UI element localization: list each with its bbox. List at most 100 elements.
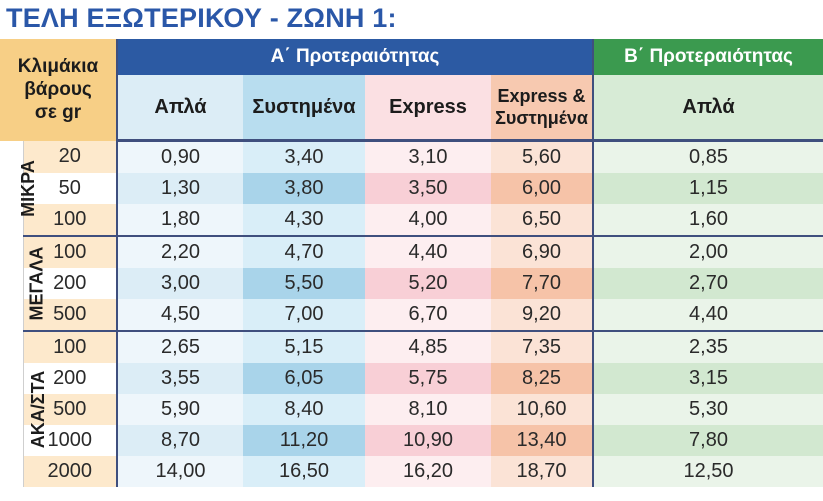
- weight-header-line1: Κλιμάκια: [17, 56, 99, 78]
- a-express-cell: 3,50: [365, 173, 491, 204]
- col-header-registered: Συστημένα: [243, 75, 365, 142]
- category-label: ΑΚΑ/ΣΤΑ: [28, 370, 49, 448]
- table-header: Κλιμάκια βάρους σε gr Α΄ Προτεραιότητας …: [0, 39, 823, 142]
- weight-header-line2: βάρους: [24, 79, 92, 101]
- a-express-cell: 3,10: [365, 140, 491, 173]
- a-express-registered-cell: 8,25: [491, 363, 595, 394]
- a-registered-cell: 4,70: [243, 236, 365, 268]
- b-plain-cell: 12,50: [593, 456, 823, 487]
- category-label: ΜΕΓΑΛΑ: [26, 246, 47, 321]
- a-registered-cell: 3,40: [243, 140, 365, 173]
- a-plain-cell: 2,65: [117, 331, 243, 363]
- a-express-cell: 10,90: [365, 425, 491, 456]
- table-row: 200 3,55 6,05 5,75 8,25 3,15: [0, 363, 823, 394]
- col-header-express-registered-line1: Express &: [497, 86, 586, 106]
- a-express-cell: 4,00: [365, 204, 491, 237]
- col-header-b-plain: Απλά: [593, 75, 823, 142]
- b-plain-cell: 1,60: [593, 204, 823, 237]
- weight-cell: 2000: [23, 456, 118, 487]
- weight-cell: 500: [23, 299, 118, 332]
- table-row: ΑΚΑ/ΣΤΑ 100 2,65 5,15 4,85 7,35 2,35: [0, 331, 823, 487]
- group-b-header: Β΄ Προτεραιότητας: [593, 39, 823, 75]
- tariff-table: Κλιμάκια βάρους σε gr Α΄ Προτεραιότητας …: [0, 39, 823, 487]
- table-row: 500 4,50 7,00 6,70 9,20 4,40: [0, 299, 823, 332]
- a-plain-cell: 5,90: [117, 394, 243, 425]
- a-express-registered-cell: 10,60: [491, 394, 595, 425]
- a-plain-cell: 14,00: [117, 456, 243, 487]
- weight-cell: 100: [23, 331, 118, 363]
- a-express-cell: 4,40: [365, 236, 491, 268]
- weight-cell: 100: [23, 236, 118, 268]
- a-plain-cell: 8,70: [117, 425, 243, 456]
- a-plain-cell: 3,55: [117, 363, 243, 394]
- b-plain-cell: 7,80: [593, 425, 823, 456]
- a-registered-cell: 7,00: [243, 299, 365, 332]
- a-express-cell: 5,75: [365, 363, 491, 394]
- a-express-registered-cell: 13,40: [491, 425, 595, 456]
- a-registered-cell: 5,50: [243, 268, 365, 299]
- table-row: 500 5,90 8,40 8,10 10,60 5,30: [0, 394, 823, 425]
- a-express-registered-cell: 6,50: [491, 204, 595, 237]
- a-registered-cell: 6,05: [243, 363, 365, 394]
- a-express-cell: 4,85: [365, 331, 491, 363]
- a-plain-cell: 1,80: [117, 204, 243, 237]
- category-label-cell: ΑΚΑ/ΣΤΑ: [0, 331, 48, 487]
- table-body: ΜΙΚΡΑ 20 0,90 3,40 3,10 5,60 0,85 50 1,30 3,80 3,5…: [0, 140, 823, 487]
- col-header-express-registered-line2: Συστημένα: [495, 108, 588, 128]
- a-express-registered-cell: 7,35: [491, 331, 595, 363]
- a-express-registered-cell: 18,70: [491, 456, 595, 487]
- col-header-express-registered: Express & Συστημένα: [491, 75, 595, 142]
- table-row: 1000 8,70 11,20 10,90 13,40 7,80: [0, 425, 823, 456]
- col-header-plain: Απλά: [117, 75, 243, 142]
- a-registered-cell: 5,15: [243, 331, 365, 363]
- b-plain-cell: 5,30: [593, 394, 823, 425]
- a-plain-cell: 2,20: [117, 236, 243, 268]
- category-label-cell: ΜΕΓΑΛΑ: [0, 236, 46, 331]
- weight-cell: 20: [23, 140, 118, 173]
- weight-cell: 500: [23, 394, 118, 425]
- table-row: 50 1,30 3,80 3,50 6,00 1,15: [0, 173, 823, 204]
- table-row: 100 1,80 4,30 4,00 6,50 1,60: [0, 204, 823, 237]
- category-label: ΜΙΚΡΑ: [17, 159, 38, 217]
- a-registered-cell: 8,40: [243, 394, 365, 425]
- b-plain-cell: 3,15: [593, 363, 823, 394]
- a-express-registered-cell: 6,90: [491, 236, 595, 268]
- header-row-groups: Κλιμάκια βάρους σε gr Α΄ Προτεραιότητας …: [0, 39, 823, 141]
- b-plain-cell: 1,15: [593, 173, 823, 204]
- a-plain-cell: 1,30: [117, 173, 243, 204]
- b-plain-cell: 2,70: [593, 268, 823, 299]
- a-express-registered-cell: 7,70: [491, 268, 595, 299]
- table-row: ΜΙΚΡΑ 20 0,90 3,40 3,10 5,60 0,85: [0, 140, 823, 236]
- weight-cell: 50: [23, 173, 118, 204]
- b-plain-cell: 0,85: [593, 140, 823, 173]
- a-plain-cell: 4,50: [117, 299, 243, 332]
- col-header-express: Express: [365, 75, 491, 142]
- weight-cell: 1000: [23, 425, 118, 456]
- table-row: ΜΕΓΑΛΑ 100 2,20 4,70 4,40 6,90 2,00: [0, 236, 823, 331]
- a-registered-cell: 11,20: [243, 425, 365, 456]
- weight-header: Κλιμάκια βάρους σε gr: [0, 39, 118, 141]
- table-row: 2000 14,00 16,50 16,20 18,70 12,50: [0, 456, 823, 487]
- a-express-cell: 8,10: [365, 394, 491, 425]
- a-express-cell: 5,20: [365, 268, 491, 299]
- a-express-registered-cell: 6,00: [491, 173, 595, 204]
- weight-cell: 200: [23, 268, 118, 299]
- a-plain-cell: 0,90: [117, 140, 243, 173]
- group-a-header: Α΄ Προτεραιότητας: [117, 39, 595, 75]
- header-row-columns: Απλά Συστημένα Express Express & Συστημέ…: [0, 75, 823, 142]
- weight-cell: 200: [23, 363, 118, 394]
- a-express-cell: 16,20: [365, 456, 491, 487]
- a-registered-cell: 16,50: [243, 456, 365, 487]
- b-plain-cell: 2,35: [593, 331, 823, 363]
- a-express-cell: 6,70: [365, 299, 491, 332]
- a-registered-cell: 3,80: [243, 173, 365, 204]
- weight-header-line3: σε gr: [34, 102, 82, 124]
- table-row: 200 3,00 5,50 5,20 7,70 2,70: [0, 268, 823, 299]
- a-plain-cell: 3,00: [117, 268, 243, 299]
- b-plain-cell: 2,00: [593, 236, 823, 268]
- category-label-cell: ΜΙΚΡΑ: [0, 140, 38, 236]
- a-registered-cell: 4,30: [243, 204, 365, 237]
- weight-cell: 100: [23, 204, 118, 237]
- a-express-registered-cell: 9,20: [491, 299, 595, 332]
- page-title: ΤΕΛΗ ΕΞΩΤΕΡΙΚΟΥ - ΖΩΝΗ 1:: [6, 3, 397, 33]
